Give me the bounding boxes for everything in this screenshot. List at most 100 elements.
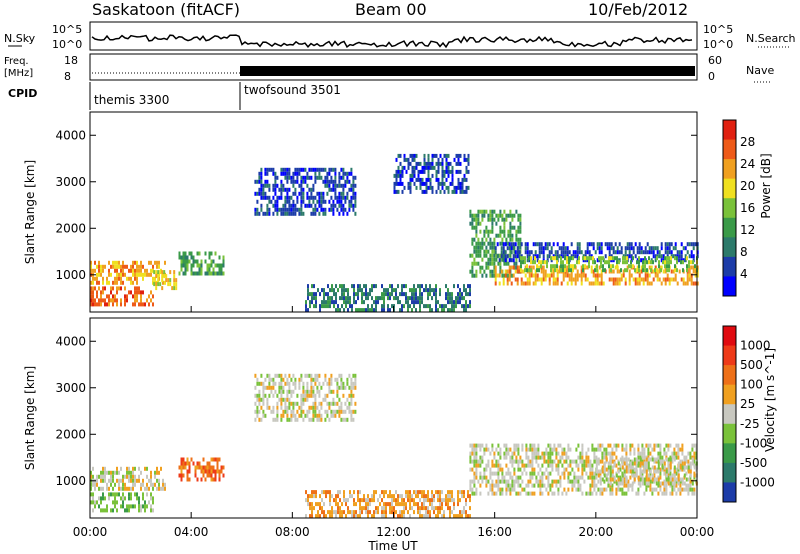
power-cell — [116, 286, 118, 291]
velocity-cell — [505, 483, 508, 488]
power-cell — [608, 260, 610, 265]
velocity-cell — [112, 474, 114, 479]
velocity-cell — [188, 477, 191, 482]
velocity-cell — [515, 443, 518, 448]
power-cell — [288, 175, 291, 180]
power-cell — [556, 281, 559, 286]
velocity-cell — [505, 447, 508, 452]
power-cell — [413, 169, 416, 174]
velocity-cell — [419, 498, 421, 503]
power-cell — [437, 300, 439, 305]
velocity-cell — [206, 469, 209, 474]
velocity-cell — [625, 469, 628, 474]
power-cell — [516, 250, 519, 255]
power-cell — [502, 246, 505, 251]
velocity-cell — [653, 487, 656, 492]
velocity-cell — [527, 463, 530, 468]
velocity-cell — [395, 502, 397, 507]
velocity-cell — [441, 506, 443, 511]
velocity-cell — [589, 463, 592, 468]
power-cell — [178, 271, 181, 276]
power-cell — [419, 288, 421, 293]
power-cell — [616, 256, 618, 261]
velocity-cell — [309, 502, 311, 507]
power-cell — [403, 284, 405, 289]
power-cell — [192, 259, 195, 264]
velocity-cell — [473, 463, 476, 468]
power-cell — [526, 264, 528, 269]
velocity-cell — [104, 470, 106, 475]
power-cell — [596, 258, 599, 263]
velocity-cell — [314, 377, 317, 382]
power-cell — [307, 292, 309, 297]
power-cell — [326, 183, 329, 188]
power-cell — [403, 185, 406, 190]
velocity-cell — [633, 473, 636, 478]
power-cell — [692, 281, 695, 286]
power-cell — [352, 207, 355, 212]
velocity-cell — [276, 401, 279, 406]
power-cell — [496, 242, 499, 247]
power-cell — [391, 292, 393, 297]
power-cell — [120, 280, 122, 285]
velocity-cell — [575, 487, 578, 492]
power-cell — [672, 269, 675, 274]
velocity-cell — [603, 487, 606, 492]
velocity-cell — [449, 494, 451, 499]
power-cell — [445, 165, 448, 170]
power-cell — [501, 229, 504, 234]
power-cell — [463, 177, 466, 182]
velocity-cell — [332, 397, 335, 402]
velocity-cell — [619, 463, 622, 468]
velocity-cell — [270, 377, 273, 382]
velocity-cell — [112, 500, 114, 505]
power-cell — [324, 207, 327, 212]
power-cell — [346, 171, 349, 176]
velocity-cell — [651, 479, 654, 484]
velocity-cell — [280, 417, 283, 422]
power-cell — [566, 256, 568, 261]
power-cell — [307, 308, 309, 313]
velocity-cell — [122, 500, 124, 505]
power-cell — [678, 269, 681, 274]
power-cell — [284, 203, 287, 208]
velocity-cell — [547, 459, 550, 464]
power-cell — [524, 256, 526, 261]
velocity-cell — [531, 467, 534, 472]
power-cell — [596, 242, 599, 247]
velocity-cell — [529, 463, 532, 468]
velocity-cell — [685, 487, 688, 492]
power-cell — [487, 217, 490, 222]
power-cell — [646, 273, 649, 278]
velocity-cell — [625, 483, 628, 488]
power-cell — [447, 300, 449, 305]
power-cell — [459, 181, 462, 186]
velocity-cell — [589, 471, 592, 476]
power-cell — [668, 246, 671, 251]
velocity-cell — [317, 510, 319, 515]
power-cell — [642, 277, 645, 282]
power-cell — [324, 183, 327, 188]
power-cell — [499, 261, 502, 266]
velocity-cell — [214, 477, 217, 482]
velocity-cell — [475, 475, 478, 480]
velocity-cell — [623, 469, 626, 474]
power-cell — [171, 286, 174, 291]
velocity-cell — [483, 447, 486, 452]
velocity-cell — [669, 477, 672, 482]
velocity-cell — [268, 377, 271, 382]
velocity-cell — [352, 373, 355, 378]
velocity-cell — [188, 469, 191, 474]
power-cell — [594, 268, 596, 273]
power-cell — [94, 302, 96, 307]
power-cell — [204, 271, 207, 276]
velocity-cell — [146, 466, 148, 471]
power-cell — [618, 281, 621, 286]
power-cell — [178, 255, 181, 260]
velocity-cell — [611, 477, 614, 482]
power-cell — [471, 261, 474, 266]
power-cell — [540, 250, 543, 255]
power-cell — [662, 254, 665, 259]
power-cell — [186, 255, 189, 260]
power-cell — [140, 302, 142, 307]
